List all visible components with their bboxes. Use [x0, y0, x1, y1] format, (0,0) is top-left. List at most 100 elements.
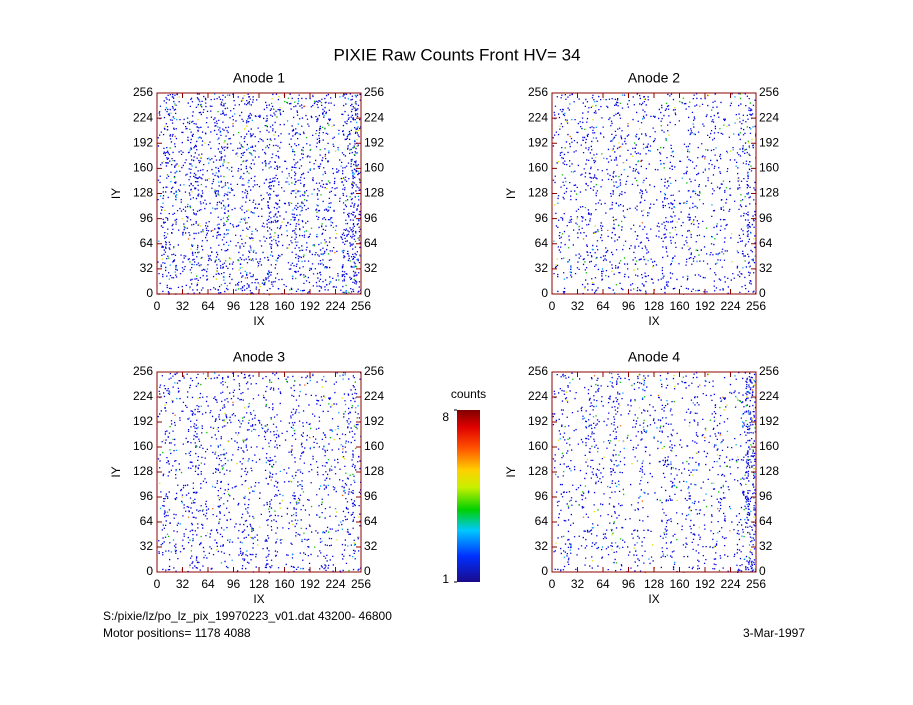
- x-tick-label: 192: [695, 577, 715, 591]
- pixel-texture: [554, 372, 757, 572]
- pixel-texture: [159, 372, 361, 572]
- x-tick-label: 160: [669, 299, 689, 313]
- x-axis-label: IX: [253, 314, 264, 328]
- x-tick-label: 64: [201, 577, 215, 591]
- x-tick-label: 64: [201, 299, 215, 313]
- x-axis-label: IX: [648, 592, 659, 606]
- y-tick-label: 32: [140, 261, 154, 275]
- x-tick-label: 192: [300, 577, 320, 591]
- panel-title: Anode 4: [628, 349, 680, 365]
- y2-tick-label: 224: [364, 389, 384, 403]
- y2-tick-label: 128: [759, 186, 779, 200]
- y-tick-label: 0: [146, 564, 153, 578]
- x-tick-label: 192: [695, 299, 715, 313]
- y-tick-label: 64: [535, 514, 549, 528]
- y-tick-label: 96: [535, 489, 549, 503]
- y-tick-label: 160: [528, 161, 548, 175]
- pixel-texture: [157, 372, 362, 574]
- x-tick-label: 224: [720, 299, 740, 313]
- y2-tick-label: 0: [364, 286, 371, 300]
- colorbar-label: counts: [451, 387, 486, 401]
- x-tick-label: 0: [549, 577, 556, 591]
- y-tick-label: 128: [133, 464, 153, 478]
- y2-tick-label: 64: [364, 514, 378, 528]
- x-tick-label: 96: [227, 299, 241, 313]
- y-tick-label: 160: [528, 439, 548, 453]
- colorbar-tick-label: 1: [442, 572, 449, 586]
- pixel-texture: [159, 93, 361, 295]
- x-tick-label: 0: [549, 299, 556, 313]
- x-tick-label: 224: [325, 577, 345, 591]
- y2-tick-label: 224: [759, 389, 779, 403]
- y-tick-label: 256: [528, 85, 548, 99]
- y2-tick-label: 160: [364, 439, 384, 453]
- y-tick-label: 256: [528, 364, 548, 378]
- pixel-texture: [158, 93, 361, 295]
- y-tick-label: 192: [133, 414, 153, 428]
- y-tick-label: 192: [133, 135, 153, 149]
- x-axis-label: IX: [648, 314, 659, 328]
- plot-frame: [551, 92, 757, 295]
- y2-tick-label: 160: [759, 439, 779, 453]
- y-tick-label: 0: [146, 286, 153, 300]
- x-tick-label: 256: [351, 577, 371, 591]
- pixel-texture: [159, 373, 361, 571]
- x-tick-label: 256: [746, 299, 766, 313]
- x-tick-label: 0: [154, 299, 161, 313]
- x-tick-label: 32: [176, 577, 190, 591]
- x-tick-label: 128: [249, 577, 269, 591]
- pixel-texture: [157, 372, 362, 573]
- y-tick-label: 160: [133, 161, 153, 175]
- x-tick-label: 128: [644, 299, 664, 313]
- pixel-texture: [555, 93, 756, 294]
- pixel-texture: [553, 94, 757, 294]
- y-tick-label: 128: [528, 464, 548, 478]
- y2-tick-label: 224: [364, 110, 384, 124]
- y2-tick-label: 128: [364, 186, 384, 200]
- y2-tick-label: 32: [759, 539, 773, 553]
- y-tick-label: 160: [133, 439, 153, 453]
- y2-tick-label: 160: [364, 161, 384, 175]
- y-tick-label: 96: [535, 211, 549, 225]
- x-tick-label: 128: [644, 577, 664, 591]
- y2-tick-label: 0: [364, 564, 371, 578]
- x-tick-label: 64: [596, 577, 610, 591]
- y-tick-label: 32: [535, 261, 549, 275]
- y-tick-label: 32: [140, 539, 154, 553]
- figure-title: PIXIE Raw Counts Front HV= 34: [333, 45, 580, 64]
- x-tick-label: 96: [622, 577, 636, 591]
- pixel-texture: [561, 93, 752, 290]
- x-tick-label: 224: [325, 299, 345, 313]
- y2-tick-label: 160: [759, 161, 779, 175]
- colorbar: [457, 410, 480, 582]
- y2-tick-label: 256: [759, 364, 779, 378]
- x-tick-label: 128: [249, 299, 269, 313]
- y2-tick-label: 192: [364, 135, 384, 149]
- y-tick-label: 64: [140, 514, 154, 528]
- colorbar-tick-label: 8: [442, 410, 449, 424]
- x-tick-label: 192: [300, 299, 320, 313]
- y-tick-label: 224: [133, 389, 153, 403]
- x-tick-label: 160: [274, 577, 294, 591]
- y-axis-label: IY: [504, 188, 518, 199]
- y2-tick-label: 64: [759, 514, 773, 528]
- panel-title: Anode 1: [233, 70, 285, 86]
- y-tick-label: 128: [528, 186, 548, 200]
- y2-tick-label: 256: [364, 85, 384, 99]
- x-tick-label: 64: [596, 299, 610, 313]
- pixel-texture: [162, 372, 358, 572]
- y2-tick-label: 128: [759, 464, 779, 478]
- y-tick-label: 256: [133, 364, 153, 378]
- panel-title: Anode 3: [233, 349, 285, 365]
- x-tick-label: 32: [571, 577, 585, 591]
- y2-tick-label: 32: [364, 539, 378, 553]
- y2-tick-label: 192: [364, 414, 384, 428]
- y-tick-label: 0: [541, 564, 548, 578]
- y-tick-label: 96: [140, 211, 154, 225]
- y2-tick-label: 64: [364, 236, 378, 250]
- pixel-texture: [157, 93, 362, 296]
- pixel-texture: [555, 373, 756, 574]
- y-tick-label: 0: [541, 286, 548, 300]
- x-tick-label: 256: [746, 577, 766, 591]
